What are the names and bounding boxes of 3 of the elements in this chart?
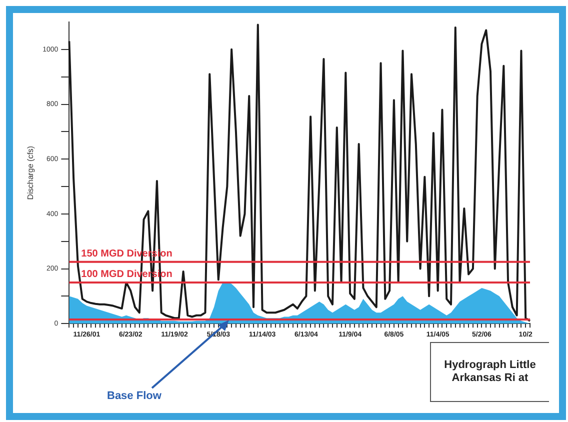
text: Base Flow [107,390,162,402]
text: Hydrograph Little Arkansas Ri at [430,342,549,402]
y-axis-title: Discharge (cfs) [26,146,36,200]
